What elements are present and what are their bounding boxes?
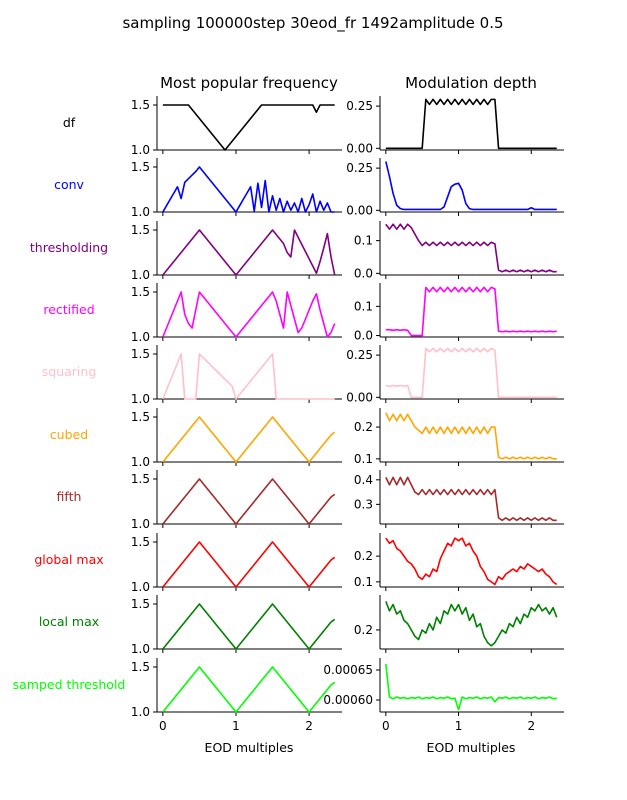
figure-title: sampling 100000step 30eod_fr 1492amplitu… (122, 14, 503, 33)
y-tick-label: 1.5 (131, 410, 150, 424)
y-tick-label: 0.4 (354, 473, 373, 487)
y-tick-label: 1.0 (131, 330, 150, 344)
row-label: local max (39, 614, 99, 629)
series-line-freq (162, 478, 336, 525)
row-label: df (63, 115, 76, 130)
series-line-freq (162, 353, 335, 400)
x-tick-label: 1 (455, 719, 463, 733)
y-tick-label: 1.5 (131, 597, 150, 611)
y-tick-label: 1.5 (131, 660, 150, 674)
series-line-mod (385, 476, 557, 522)
series-line-mod (385, 161, 557, 211)
y-tick-label: 0.00 (346, 390, 373, 404)
x-axis-label-right: EOD multiples (427, 740, 516, 755)
row-label: global max (34, 552, 103, 567)
column-title-modulation: Modulation depth (405, 74, 537, 92)
y-tick-label: 1.0 (131, 642, 150, 656)
y-tick-label: 0.1 (354, 575, 373, 589)
series-line-freq (162, 104, 335, 151)
row-label: thresholding (30, 240, 108, 255)
y-tick-label: 0.1 (354, 452, 373, 466)
x-tick-label: 2 (305, 719, 313, 733)
x-axis-label-left: EOD multiples (205, 740, 294, 755)
series-line-freq (162, 666, 336, 713)
y-tick-label: 0.0 (354, 266, 373, 280)
row-label: cubed (50, 427, 88, 442)
y-tick-label: 0.00060 (323, 693, 373, 707)
y-tick-label: 1.5 (131, 472, 150, 486)
series-line-mod (385, 347, 557, 399)
y-tick-label: 1.0 (131, 205, 150, 219)
y-tick-label: 1.0 (131, 705, 150, 719)
y-tick-label: 1.0 (131, 143, 150, 157)
y-tick-label: 0.00065 (323, 663, 373, 677)
y-tick-label: 0.2 (354, 420, 373, 434)
y-tick-label: 0.25 (346, 348, 373, 362)
y-tick-label: 1.0 (131, 268, 150, 282)
y-tick-label: 1.5 (131, 98, 150, 112)
y-tick-label: 0.00 (346, 141, 373, 155)
series-line-freq (162, 416, 336, 463)
row-label: samped threshold (13, 677, 126, 692)
series-line-mod (385, 412, 557, 460)
row-label: squaring (42, 364, 97, 379)
y-tick-label: 0.1 (354, 234, 373, 248)
series-line-mod (385, 223, 557, 273)
series-line-mod (385, 98, 557, 150)
y-tick-label: 1.0 (131, 392, 150, 406)
y-tick-label: 0.1 (354, 299, 373, 313)
x-tick-label: 0 (382, 719, 390, 733)
series-line-freq (162, 291, 336, 338)
y-tick-label: 1.0 (131, 455, 150, 469)
row-label: conv (54, 177, 84, 192)
x-tick-label: 0 (159, 719, 167, 733)
series-line-mod (385, 663, 557, 711)
y-tick-label: 1.5 (131, 347, 150, 361)
row-label: rectified (43, 302, 94, 317)
y-tick-label: 1.0 (131, 517, 150, 531)
y-tick-label: 1.5 (131, 223, 150, 237)
series-line-freq (162, 541, 336, 588)
x-tick-label: 1 (232, 719, 240, 733)
y-tick-label: 0.00 (346, 203, 373, 217)
y-tick-label: 0.0 (354, 329, 373, 343)
series-line-freq (162, 603, 336, 650)
x-tick-label: 2 (527, 719, 535, 733)
column-title-frequency: Most popular frequency (160, 74, 338, 92)
y-tick-label: 0.25 (346, 99, 373, 113)
y-tick-label: 1.5 (131, 285, 150, 299)
series-line-freq (162, 166, 335, 213)
y-tick-label: 0.25 (346, 161, 373, 175)
panel-grid: df1.01.50.000.25conv1.01.50.000.25thresh… (13, 96, 564, 733)
series-line-mod (385, 286, 557, 337)
y-tick-label: 0.2 (354, 623, 373, 637)
y-tick-label: 1.5 (131, 535, 150, 549)
y-tick-label: 1.0 (131, 580, 150, 594)
series-line-freq (162, 229, 336, 276)
y-tick-label: 1.5 (131, 160, 150, 174)
series-line-mod (385, 537, 558, 586)
row-label: fifth (57, 489, 82, 504)
series-line-mod (385, 601, 558, 647)
y-tick-label: 0.3 (354, 497, 373, 511)
y-tick-label: 0.2 (354, 549, 373, 563)
